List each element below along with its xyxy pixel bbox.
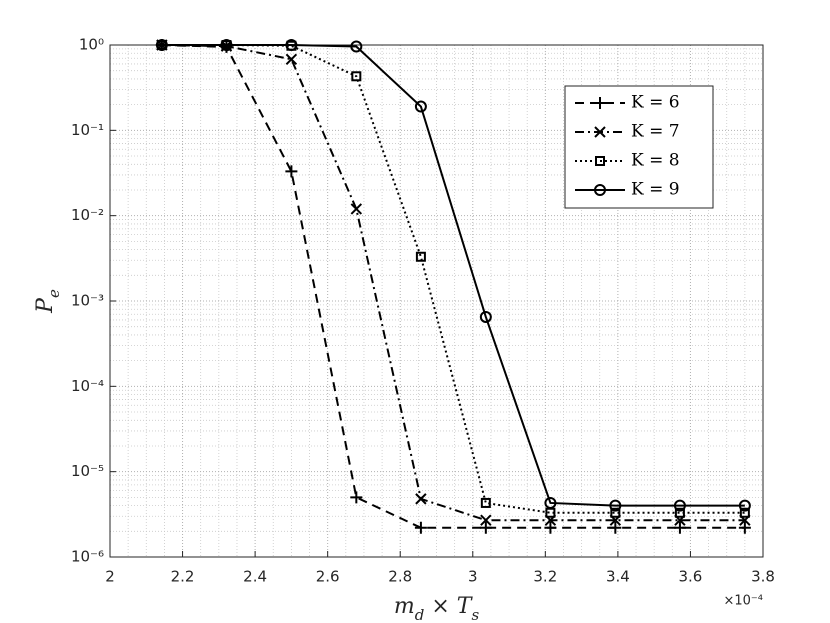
marker [415,493,427,505]
y-tick-label: 10⁻¹ [71,121,104,139]
x-tick-label: 2.8 [388,568,412,586]
legend-label: K = 8 [631,151,680,171]
x-tick-label: 2.2 [171,568,195,586]
x-tick-label: 3.8 [751,568,775,586]
y-axis-label: Pe [33,289,63,314]
marker [479,310,492,323]
marker [285,53,298,65]
x-tick-label: 2.6 [316,568,340,586]
legend-marker-shape [594,126,606,138]
legend-marker [594,184,606,196]
plot-frame [109,44,764,558]
x-tick-label: 3.4 [606,568,630,586]
x-tick-label: 3.6 [679,568,703,586]
marker [610,507,621,518]
marker [350,491,363,504]
x-axis-label: md × Ts [394,594,480,623]
legend-marker [594,97,606,109]
x-axis-label-part: m [394,594,415,619]
marker [415,251,426,262]
marker [351,71,362,82]
x-tick-label: 2 [105,568,115,586]
y-tick-label: 10⁻³ [71,292,104,310]
marker [285,39,298,51]
marker [674,507,685,518]
series-line [161,44,745,522]
x-axis-label-part: d [415,606,425,623]
marker [414,521,427,534]
marker [738,521,751,534]
marker [609,499,622,512]
x-tick-label: 3 [468,568,478,586]
marker [480,514,492,526]
y-tick-label: 10⁻⁵ [71,462,104,480]
marker [480,497,491,508]
marker [350,203,363,215]
y-tick-label: 10⁻⁴ [71,377,104,395]
x-multiplier: ×10⁻⁴ [723,594,763,609]
legend-box [564,85,714,209]
y-axis-label-part: e [45,289,63,298]
legend-marker [594,126,606,138]
marker [285,165,298,178]
y-tick-label: 10⁰ [79,36,104,54]
legend-label: K = 7 [631,122,680,142]
marker [544,521,557,534]
marker [155,39,168,51]
legend-marker-shape [594,184,606,196]
marker [738,499,751,512]
legend-marker [595,156,605,166]
legend-marker-shape [595,156,605,166]
x-tick-label: 2.4 [243,568,267,586]
y-tick-label: 10⁻² [71,206,104,224]
marker [609,521,622,534]
marker [544,496,557,509]
marker [350,40,363,53]
marker [479,521,492,534]
marker [414,100,427,113]
x-axis-label-part: × T [424,594,473,619]
marker [739,507,750,518]
marker [673,521,686,534]
y-axis-label-part: P [33,297,58,314]
x-tick-label: 3.2 [533,568,557,586]
y-tick-label: 10⁻⁶ [71,548,104,566]
series-line [161,44,745,514]
legend-label: K = 6 [631,93,680,113]
legend-marker-shape [594,97,606,109]
legend-label: K = 9 [631,180,680,200]
x-axis-label-part: s [471,606,479,623]
series-line [161,44,745,507]
marker [220,39,233,51]
marker [673,499,686,512]
